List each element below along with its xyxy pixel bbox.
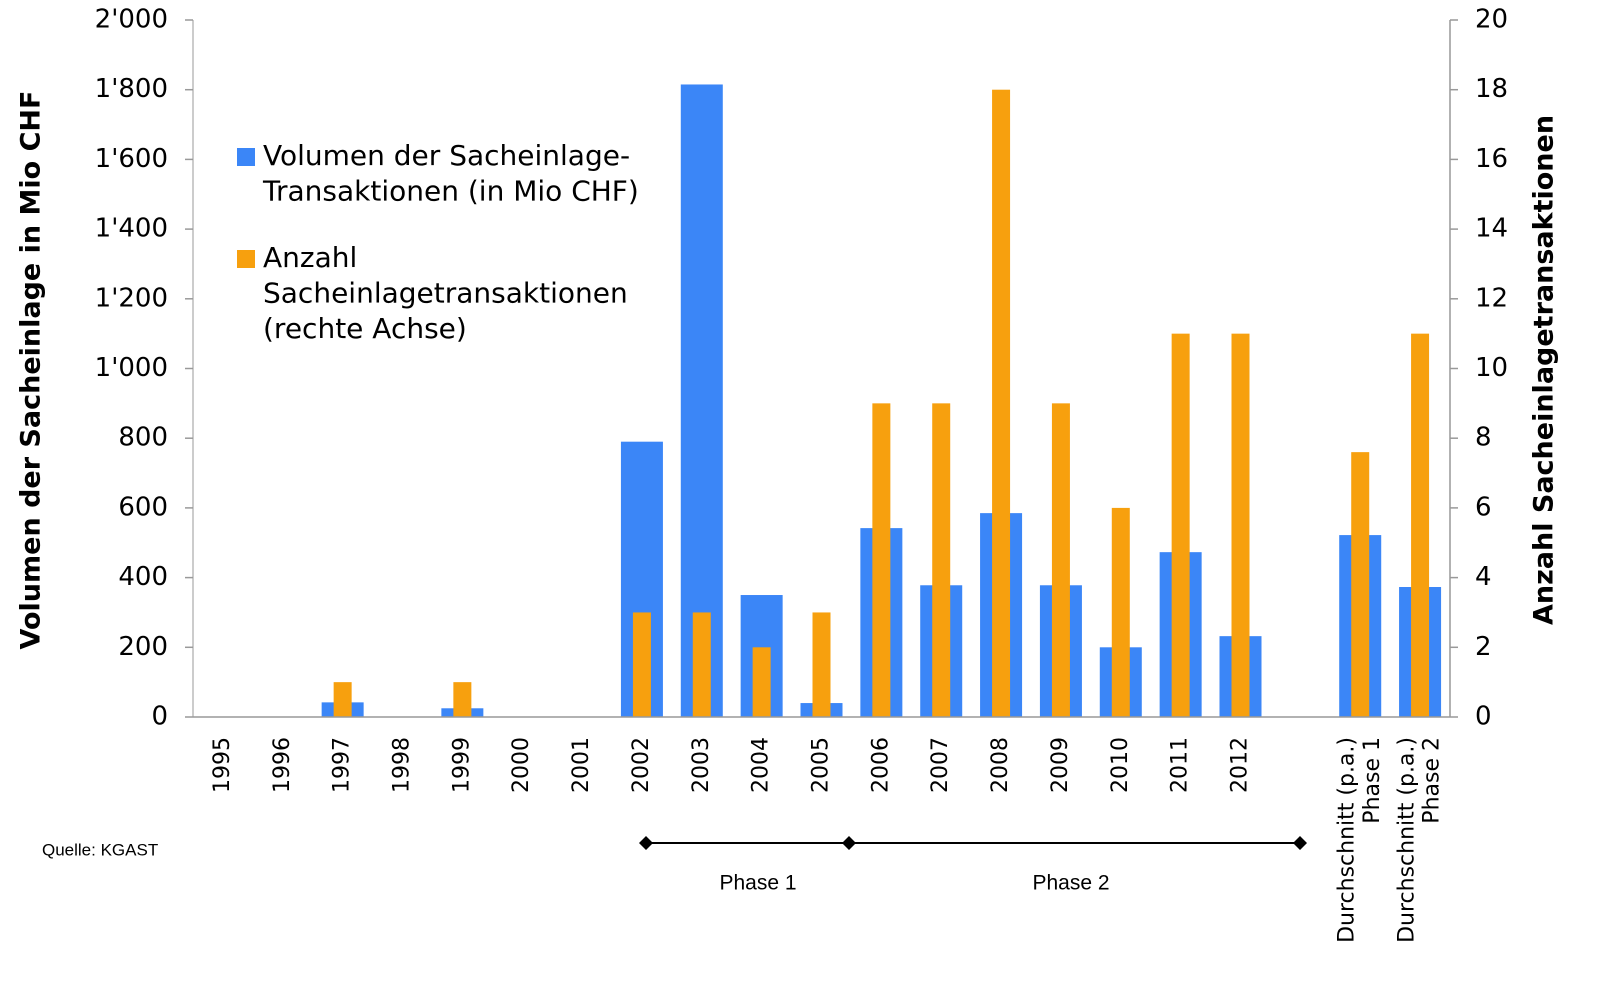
bar	[1111, 507, 1130, 717]
x-tick-label: 2004	[749, 737, 774, 793]
bar	[680, 84, 723, 717]
x-tick-label: Durchschnitt (p.a.)Phase 2	[1394, 737, 1444, 943]
y-tick-label: 1'600	[95, 144, 168, 174]
x-tick-label: 2007	[928, 737, 953, 793]
phase-label: Phase 2	[1032, 872, 1109, 895]
x-tick-label: 1999	[449, 737, 474, 793]
x-tick-label: 2010	[1108, 737, 1133, 793]
y2-tick-label: 20	[1475, 5, 1508, 35]
y2-tick-label: 8	[1475, 423, 1492, 453]
x-tick-label: 2005	[809, 737, 834, 793]
legend-label: Anzahl Sacheinlagetransaktionen (rechte Ac…	[263, 241, 628, 345]
bar	[992, 89, 1011, 717]
x-tick-label: 1995	[210, 737, 235, 793]
y2-tick-label: 16	[1475, 144, 1508, 174]
y2-tick-label: 14	[1475, 214, 1508, 244]
source-note: Quelle: KGAST	[42, 840, 158, 859]
x-tick-label: 1997	[330, 737, 355, 793]
legend-swatch	[237, 250, 255, 268]
bar	[453, 682, 472, 717]
y2-tick-label: 0	[1475, 702, 1492, 732]
bar	[1351, 452, 1370, 717]
y-tick-label: 0	[151, 702, 168, 732]
bar	[692, 612, 711, 717]
bar	[752, 647, 771, 717]
bar	[1051, 403, 1070, 717]
x-tick-label: Durchschnitt (p.a.)Phase 1	[1335, 737, 1385, 943]
legend-swatch	[237, 148, 255, 166]
bar	[932, 403, 951, 717]
y2-tick-label: 18	[1475, 74, 1508, 104]
bar	[1231, 333, 1250, 717]
y2-tick-label: 6	[1475, 492, 1492, 522]
y-tick-label: 600	[118, 492, 168, 522]
y2-tick-label: 4	[1475, 562, 1492, 592]
y-tick-label: 200	[118, 632, 168, 662]
y-tick-label: 2'000	[95, 5, 168, 35]
y-tick-label: 1'200	[95, 283, 168, 313]
bar	[872, 403, 891, 717]
x-tick-label: 2012	[1228, 737, 1253, 793]
phase-line	[639, 836, 1307, 850]
y-tick-label: 1'800	[95, 74, 168, 104]
y-tick-label: 1'400	[95, 214, 168, 244]
bar	[632, 612, 651, 717]
legend-label: Volumen der Sacheinlage-Transaktionen (i…	[262, 139, 639, 208]
y-tick-label: 1'000	[95, 353, 168, 383]
y2-tick-label: 10	[1475, 353, 1508, 383]
bar	[1411, 333, 1430, 717]
x-tick-label: 2000	[509, 737, 534, 793]
y2-tick-label: 2	[1475, 632, 1492, 662]
x-tick-label: 2011	[1168, 737, 1193, 793]
y-tick-label: 800	[118, 423, 168, 453]
x-tick-label: 2002	[629, 737, 654, 793]
x-tick-label: 2001	[569, 737, 594, 793]
x-tick-label: 2003	[689, 737, 714, 793]
x-tick-label: 1996	[270, 737, 295, 793]
x-tick-label: 2008	[988, 737, 1013, 793]
x-tick-label: 1998	[390, 737, 415, 793]
y-tick-label: 400	[118, 562, 168, 592]
y2-axis-title: Anzahl Sacheinlagetransaktionen	[1529, 115, 1560, 625]
phase-label: Phase 1	[719, 872, 796, 895]
y2-tick-label: 12	[1475, 283, 1508, 313]
y-axis-title: Volumen der Sacheinlage in Mio CHF	[16, 91, 47, 650]
x-tick-label: 2006	[868, 737, 893, 793]
bar	[812, 612, 831, 717]
bar	[333, 682, 352, 717]
bar	[1171, 333, 1190, 717]
x-tick-label: 2009	[1048, 737, 1073, 793]
